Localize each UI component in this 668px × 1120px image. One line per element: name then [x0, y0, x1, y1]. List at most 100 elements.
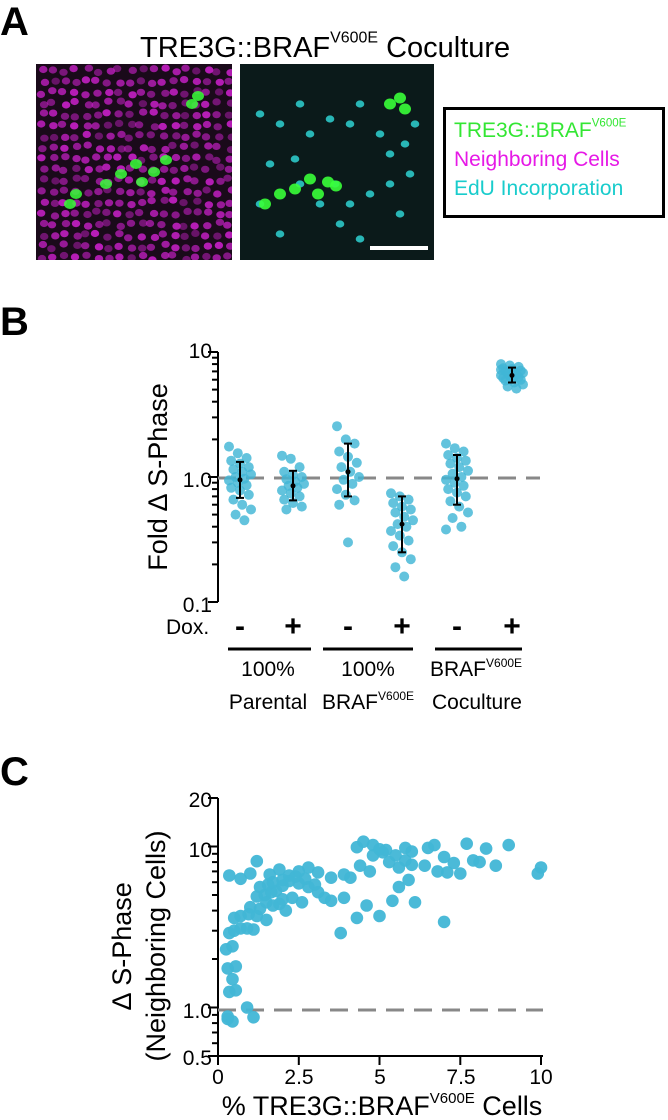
data-point [336, 462, 347, 473]
nucleus [201, 165, 210, 173]
nucleus [39, 65, 48, 74]
data-point [349, 438, 360, 449]
braf-cell [312, 188, 324, 200]
data-point [234, 872, 247, 886]
nucleus [161, 64, 170, 72]
nucleus [191, 244, 200, 253]
nucleus [213, 123, 222, 131]
data-point [403, 494, 414, 505]
nucleus [179, 222, 188, 230]
nucleus [204, 201, 214, 209]
data-point [247, 1011, 260, 1024]
nucleus [179, 142, 189, 150]
nucleus [84, 64, 94, 72]
nucleus [139, 65, 148, 73]
nucleus [161, 240, 170, 248]
nucleus [145, 219, 155, 228]
data-point [229, 960, 243, 973]
nucleus [215, 133, 224, 141]
data-point [296, 501, 307, 512]
data-point [295, 896, 309, 909]
nucleus [83, 222, 93, 230]
nucleus [205, 178, 214, 186]
edu-nucleus [275, 120, 285, 128]
nucleus [169, 88, 178, 96]
data-point [502, 381, 513, 392]
nucleus [127, 201, 136, 209]
nucleus [39, 101, 49, 109]
nucleus [160, 196, 169, 204]
edu-nucleus [275, 230, 285, 238]
nucleus [161, 89, 170, 97]
nucleus [182, 255, 191, 260]
data-point [456, 521, 467, 532]
nucleus [171, 177, 180, 185]
nucleus [192, 112, 201, 120]
nucleus [46, 98, 56, 106]
nucleus [161, 251, 170, 260]
nucleus [205, 66, 214, 74]
edu-nucleus [395, 210, 405, 218]
data-point [447, 856, 461, 870]
dox-sign: - [343, 610, 353, 643]
nucleus [139, 144, 149, 152]
data-point [386, 488, 396, 499]
nucleus [224, 77, 232, 85]
legend-item-braf-text: TRE3G::BRAF [454, 119, 592, 142]
nucleus [40, 134, 49, 142]
data-point [463, 465, 473, 476]
nucleus [169, 166, 178, 174]
data-point [228, 464, 239, 475]
nucleus [128, 120, 137, 128]
dox-sign: - [452, 610, 462, 643]
nucleus [126, 219, 136, 227]
data-point [285, 453, 296, 464]
nucleus [201, 100, 210, 108]
data-point [399, 571, 410, 582]
data-point [349, 495, 360, 506]
nucleus [169, 77, 178, 85]
braf-cell [289, 183, 301, 195]
panel-c-chart: 20 10 1.0 0.5 0 2.5 5 7.5 10 ∆ S-Phase (… [107, 789, 553, 1120]
nucleus [168, 196, 178, 204]
data-point [332, 421, 342, 432]
panel-b-points [224, 359, 528, 582]
nucleus [181, 133, 190, 141]
data-point [394, 530, 405, 541]
data-point [226, 482, 237, 493]
panel-b-ytick-10: 10 [189, 340, 212, 363]
nucleus [71, 220, 81, 228]
data-point [418, 859, 432, 872]
data-point [244, 867, 257, 880]
nucleus [103, 233, 112, 241]
edu-nucleus [325, 115, 335, 123]
nucleus [223, 221, 232, 229]
nucleus [94, 132, 104, 140]
nucleus [192, 153, 201, 161]
nucleus [136, 188, 145, 196]
nucleus [226, 146, 232, 154]
dox-sign: + [503, 610, 521, 643]
nucleus [40, 232, 49, 241]
data-point [347, 478, 358, 489]
nucleus [116, 187, 125, 195]
braf-cell [186, 99, 198, 109]
braf-cell [136, 177, 148, 187]
data-point [324, 894, 338, 908]
data-point [230, 509, 241, 520]
nucleus [136, 88, 146, 96]
nucleus [50, 188, 59, 196]
mean-marker [509, 372, 515, 378]
nucleus [113, 88, 123, 96]
nucleus [48, 253, 57, 260]
nucleus [61, 210, 70, 218]
data-point [363, 865, 377, 878]
nucleus [91, 101, 100, 109]
nucleus [225, 199, 232, 207]
nucleus [172, 112, 181, 120]
nucleus [226, 99, 232, 107]
panel-c-xlabel-main: % TRE3G::BRAF [222, 1091, 430, 1120]
nucleus [223, 252, 232, 260]
nucleus [92, 207, 101, 215]
nucleus [93, 89, 102, 97]
